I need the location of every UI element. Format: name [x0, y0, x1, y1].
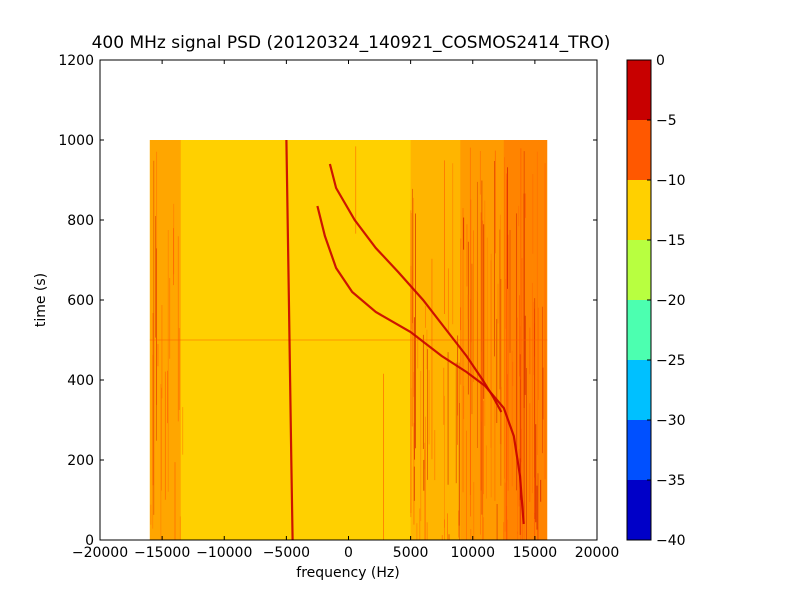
- signal-trace: [328, 163, 503, 413]
- x-tick-label: −10000: [196, 545, 252, 561]
- colorbar-label: −25: [656, 353, 686, 369]
- colorbar-swatch: [627, 240, 651, 300]
- colorbar-label: −20: [656, 293, 686, 309]
- x-tick-label: −20000: [72, 545, 128, 561]
- y-tick-label: 0: [85, 533, 94, 549]
- x-tick-label: 0: [344, 545, 353, 561]
- y-tick-label: 800: [67, 213, 94, 229]
- plot-area: −20000 −15000 −10000 −5000 0 5000 10000 15000 20…: [58, 53, 619, 561]
- x-tick-label: −5000: [263, 545, 310, 561]
- colorbar-label: −10: [656, 173, 686, 189]
- colorbar-label: −15: [656, 233, 686, 249]
- colorbar-swatch: [627, 420, 651, 480]
- colorbar-swatch: [627, 300, 651, 360]
- chart-title: 400 MHz signal PSD (20120324_140921_COSM…: [92, 33, 611, 53]
- x-axis-label: frequency (Hz): [296, 565, 399, 581]
- colorbar-swatch: [627, 180, 651, 240]
- x-axis: −20000 −15000 −10000 −5000 0 5000 10000 15000 20…: [72, 60, 619, 561]
- y-tick-label: 1000: [58, 133, 94, 149]
- signal-trace: [316, 205, 525, 525]
- colorbar-label: −40: [656, 533, 686, 549]
- y-tick-label: 1200: [58, 53, 94, 69]
- y-axis-label: time (s): [33, 273, 49, 327]
- x-tick-label: −15000: [134, 545, 190, 561]
- x-tick-label: 20000: [575, 545, 620, 561]
- signal-traces: [285, 140, 525, 540]
- colorbar-swatch: [627, 120, 651, 180]
- psd-heatmap: [149, 140, 548, 540]
- x-tick-label: 15000: [513, 545, 558, 561]
- y-tick-label: 400: [67, 373, 94, 389]
- x-tick-label: 5000: [393, 545, 429, 561]
- colorbar-swatch: [627, 480, 651, 540]
- colorbar-label: −30: [656, 413, 686, 429]
- colorbar-label: −5: [656, 113, 677, 129]
- x-tick-label: 10000: [450, 545, 495, 561]
- colorbar-label: 0: [656, 53, 665, 69]
- colorbar-label: −35: [656, 473, 686, 489]
- y-tick-label: 600: [67, 293, 94, 309]
- colorbar-swatch: [627, 360, 651, 420]
- y-tick-label: 200: [67, 453, 94, 469]
- colorbar: −40 −35 −30 −25 −20 −15 −10 −5 0: [626, 53, 686, 549]
- y-axis: 0 200 400 600 800 1000 1200: [58, 53, 597, 549]
- signal-trace: [285, 140, 294, 540]
- colorbar-swatch: [627, 60, 651, 120]
